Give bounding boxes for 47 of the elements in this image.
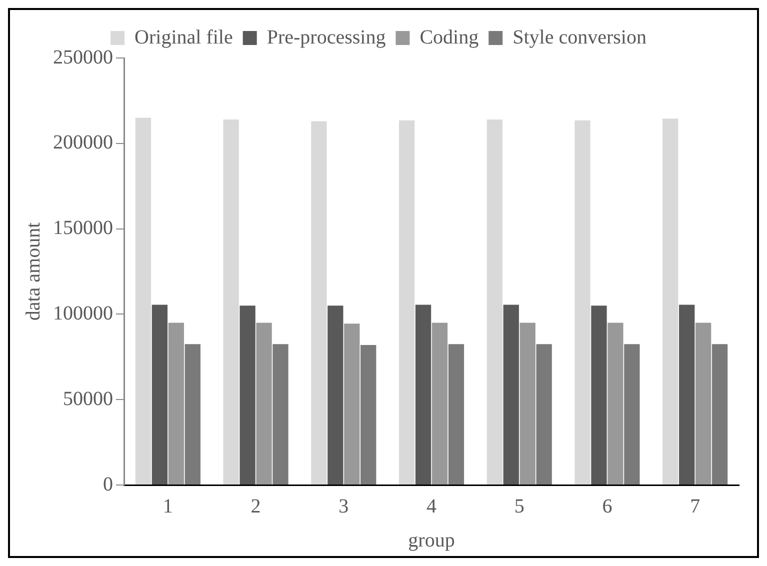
y-tick-label: 50000: [63, 388, 113, 410]
x-tick-label: 5: [514, 495, 524, 518]
bar: [240, 306, 256, 484]
x-tick-label: 3: [338, 495, 349, 518]
bar: [591, 306, 607, 484]
bar: [695, 322, 712, 484]
bar: [135, 118, 152, 484]
x-tick-label: 1: [162, 495, 173, 518]
bar: [448, 344, 464, 484]
bar: [679, 304, 695, 484]
y-tick-label: 0: [103, 473, 113, 496]
bar: [520, 322, 536, 484]
legend-label: Original file: [134, 26, 233, 48]
bar: [536, 344, 552, 484]
x-tick-label: 6: [602, 495, 612, 518]
x-tick-label: 7: [690, 495, 700, 518]
bar: [223, 119, 239, 484]
bar: [184, 344, 200, 484]
bar: [574, 120, 590, 484]
bar: [662, 118, 678, 484]
bar: [256, 322, 272, 484]
bar: [432, 322, 448, 484]
bar: [712, 344, 728, 484]
x-tick-label: 4: [426, 495, 436, 518]
bar: [624, 344, 640, 484]
bar: [486, 119, 502, 484]
x-tick-label: 2: [250, 495, 261, 518]
bar: [328, 306, 344, 484]
bar: [360, 344, 376, 484]
y-tick-label: 200000: [53, 132, 113, 154]
bar: [272, 344, 288, 484]
x-axis-title: group: [408, 529, 455, 552]
y-tick-label: 150000: [53, 217, 113, 240]
y-tick-label: 250000: [53, 46, 113, 68]
bar: [168, 322, 184, 484]
bar: [311, 121, 327, 484]
legend-label: Coding: [420, 26, 479, 48]
bar: [152, 304, 168, 484]
bar: [415, 304, 432, 484]
bar: [503, 304, 519, 484]
legend-label: Style conversion: [512, 26, 646, 48]
bar: [608, 322, 624, 484]
y-tick-label: 100000: [53, 302, 113, 324]
y-axis-title: data amount: [22, 222, 44, 321]
bar: [398, 120, 415, 484]
bar: [344, 324, 360, 484]
legend-label: Pre-processing: [266, 26, 386, 48]
